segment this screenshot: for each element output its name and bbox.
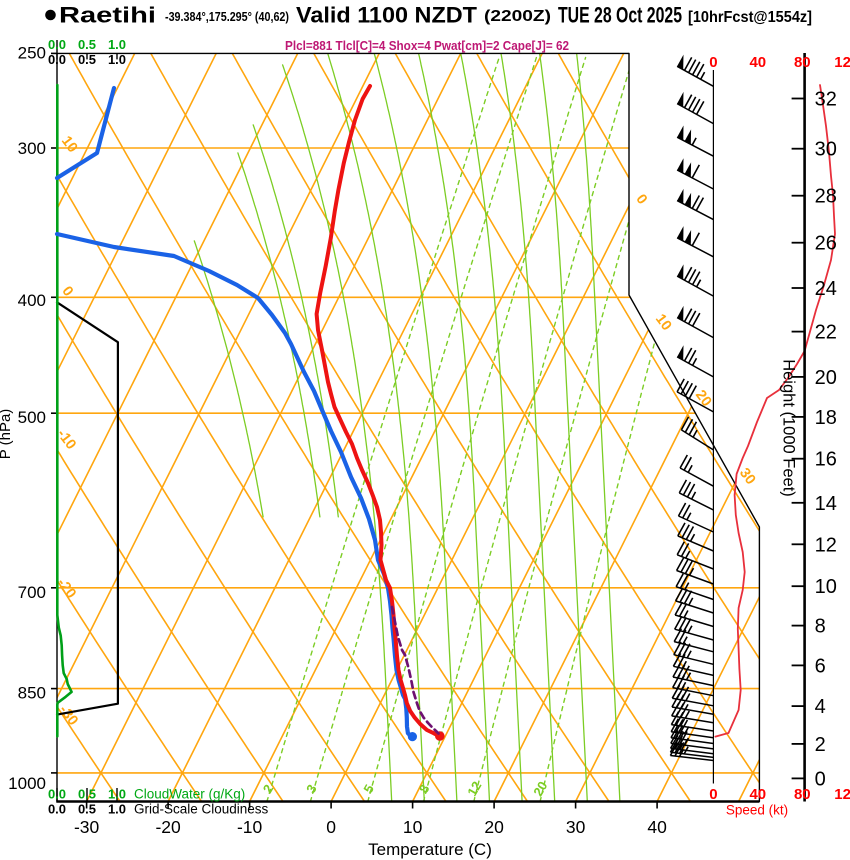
svg-text:Temperature (C): Temperature (C): [368, 840, 492, 859]
svg-text:Height (1000 Feet): Height (1000 Feet): [780, 359, 798, 497]
svg-text:-39.384°,175.295° (40,62): -39.384°,175.295° (40,62): [165, 9, 289, 24]
svg-text:40: 40: [647, 817, 667, 837]
svg-text:700: 700: [18, 583, 46, 602]
svg-text:1.0: 1.0: [108, 52, 126, 67]
svg-text:P (hPa): P (hPa): [0, 409, 14, 460]
svg-text:4: 4: [815, 696, 826, 718]
svg-text:250: 250: [18, 44, 46, 63]
svg-text:18: 18: [815, 407, 837, 429]
svg-text:0.0: 0.0: [48, 787, 66, 802]
svg-text:-30: -30: [74, 817, 100, 837]
svg-text:22: 22: [815, 322, 837, 344]
svg-text:500: 500: [18, 408, 46, 427]
svg-text:26: 26: [815, 233, 837, 255]
svg-text:28: 28: [815, 186, 837, 208]
svg-text:Raetihi: Raetihi: [59, 3, 156, 28]
svg-text:8: 8: [815, 616, 826, 638]
svg-text:12: 12: [815, 534, 837, 556]
svg-text:-20: -20: [155, 817, 181, 837]
svg-text:0: 0: [326, 817, 336, 837]
svg-text:40: 40: [749, 54, 766, 71]
svg-text:400: 400: [18, 291, 46, 310]
svg-text:1.0: 1.0: [108, 37, 126, 52]
svg-text:0: 0: [709, 54, 717, 71]
svg-text:30: 30: [566, 817, 586, 837]
svg-text:10: 10: [815, 576, 837, 598]
svg-text:30: 30: [736, 465, 758, 488]
svg-text:0.0: 0.0: [48, 802, 66, 817]
svg-text:0.0: 0.0: [48, 52, 66, 67]
svg-text:20: 20: [692, 387, 714, 410]
svg-text:120: 120: [834, 54, 850, 71]
svg-text:20: 20: [484, 817, 504, 837]
svg-text:120: 120: [834, 786, 850, 803]
svg-text:0.5: 0.5: [78, 787, 96, 802]
svg-text:80: 80: [794, 786, 811, 803]
svg-text:0.5: 0.5: [78, 52, 96, 67]
svg-text:14: 14: [815, 493, 837, 515]
svg-text:-10: -10: [237, 817, 263, 837]
svg-text:CloudWater (g/Kg): CloudWater (g/Kg): [134, 787, 245, 802]
svg-text:12: 12: [464, 779, 484, 799]
svg-text:(2200Z): (2200Z): [484, 8, 551, 25]
svg-text:30: 30: [815, 139, 837, 161]
svg-text:0.5: 0.5: [78, 37, 96, 52]
svg-text:1000: 1000: [8, 774, 46, 793]
svg-text:80: 80: [794, 54, 811, 71]
svg-text:Speed (kt): Speed (kt): [726, 803, 788, 818]
svg-text:0: 0: [815, 768, 826, 790]
svg-text:850: 850: [18, 684, 46, 703]
svg-text:Plcl=881 Tlcl[C]=4 Shox=4 Pwat: Plcl=881 Tlcl[C]=4 Shox=4 Pwat[cm]=2 Cap…: [285, 39, 569, 53]
svg-text:16: 16: [815, 449, 837, 471]
svg-text:0.5: 0.5: [78, 802, 96, 817]
svg-text:6: 6: [815, 655, 826, 677]
svg-text:[10hrFcst@1554z]: [10hrFcst@1554z]: [688, 9, 812, 26]
svg-text:0.0: 0.0: [48, 37, 66, 52]
svg-text:20: 20: [815, 367, 837, 389]
svg-text:20: 20: [530, 779, 550, 799]
svg-text:Grid-Scale Cloudiness: Grid-Scale Cloudiness: [134, 802, 269, 817]
svg-text:24: 24: [815, 278, 837, 300]
svg-text:32: 32: [815, 89, 837, 111]
svg-text:Valid 1100 NZDT: Valid 1100 NZDT: [296, 3, 478, 28]
svg-text:40: 40: [749, 786, 766, 803]
svg-text:0: 0: [709, 786, 717, 803]
svg-text:300: 300: [18, 139, 46, 158]
svg-text:2: 2: [815, 734, 826, 756]
svg-text:TUE 28 Oct 2025: TUE 28 Oct 2025: [558, 3, 682, 28]
svg-text:10: 10: [403, 817, 423, 837]
svg-text:10: 10: [58, 133, 80, 156]
svg-text:10: 10: [652, 311, 674, 334]
svg-text:1.0: 1.0: [108, 802, 126, 817]
svg-text:1.0: 1.0: [108, 787, 126, 802]
